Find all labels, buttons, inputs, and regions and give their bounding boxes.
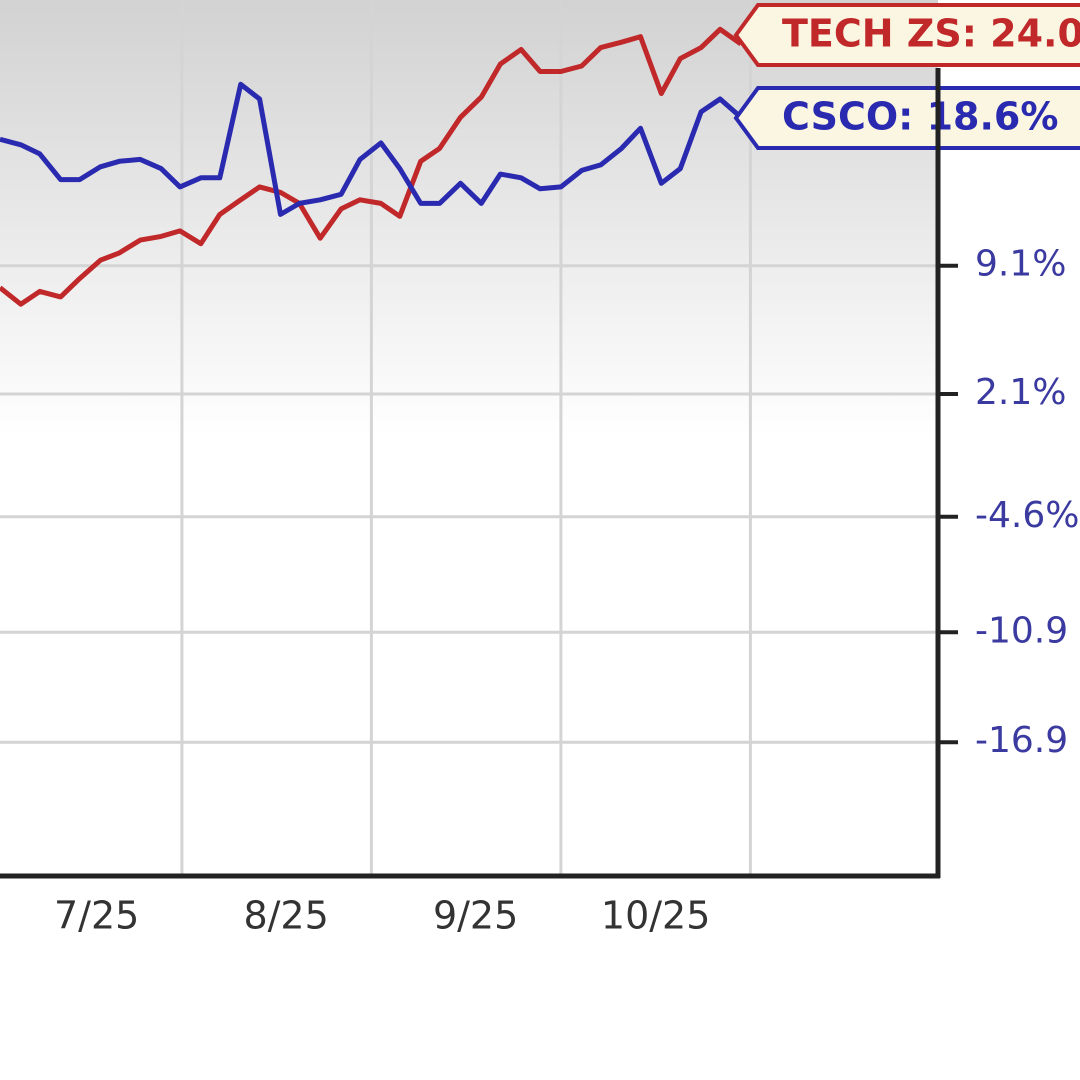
- y-tick-label: -10.9: [975, 610, 1068, 651]
- y-tick-label: 2.1%: [975, 372, 1066, 413]
- x-tick-label: 8/25: [243, 894, 328, 938]
- value-tag-label: TECH ZS: 24.0: [782, 12, 1080, 56]
- series-line: [0, 26, 743, 307]
- value-tag-label: CSCO: 18.6%: [782, 95, 1058, 139]
- y-tick-label: 9.1%: [975, 244, 1066, 285]
- series-line: [0, 81, 743, 217]
- x-tick-label: 7/25: [54, 894, 139, 938]
- y-tick-label: -16.9: [975, 720, 1068, 761]
- value-tag: [733, 86, 1080, 150]
- y-tick-label: -4.6%: [975, 495, 1079, 536]
- value-tag: [733, 2, 1080, 67]
- x-tick-label: 9/25: [433, 894, 518, 938]
- x-tick-label: 10/25: [601, 894, 711, 938]
